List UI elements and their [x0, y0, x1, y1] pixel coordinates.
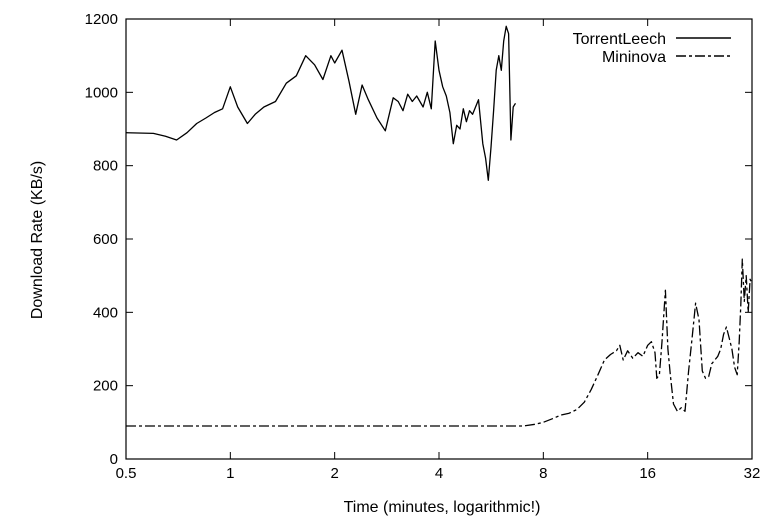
y-tick-label: 800: [93, 158, 118, 175]
y-tick-label: 1000: [85, 84, 118, 101]
series-line-mininova: [126, 258, 753, 427]
legend-label-torrentleech: TorrentLeech: [573, 31, 666, 48]
axis-tick-labels: 0.5 1 2 4 8 16 32 0 200 400 600 800 1000 1200: [85, 11, 761, 482]
y-tick-label: 600: [93, 231, 118, 248]
legend: TorrentLeech Mininova: [573, 31, 731, 66]
plot-border: [125, 18, 753, 460]
x-axis-title: Time (minutes, logarithmic!): [344, 499, 541, 516]
y-axis-title: Download Rate (KB/s): [29, 161, 46, 319]
y-tick-label: 400: [93, 304, 118, 321]
legend-label-mininova: Mininova: [602, 49, 666, 66]
x-tick-label: 32: [744, 465, 761, 482]
series-layer: [125, 25, 753, 427]
y-tick-label: 0: [110, 451, 118, 468]
x-tick-label: 4: [435, 465, 443, 482]
x-tick-label: 0.5: [116, 465, 137, 482]
plot-frame: [125, 18, 753, 460]
y-tick-label: 1200: [85, 11, 118, 28]
x-tick-label: 8: [539, 465, 547, 482]
axis-ticks: [125, 18, 753, 460]
x-tick-label: 1: [226, 465, 234, 482]
series-line-torrentleech: [125, 25, 517, 181]
x-tick-label: 2: [330, 465, 338, 482]
x-tick-label: 16: [639, 465, 656, 482]
y-tick-label: 200: [93, 378, 118, 395]
